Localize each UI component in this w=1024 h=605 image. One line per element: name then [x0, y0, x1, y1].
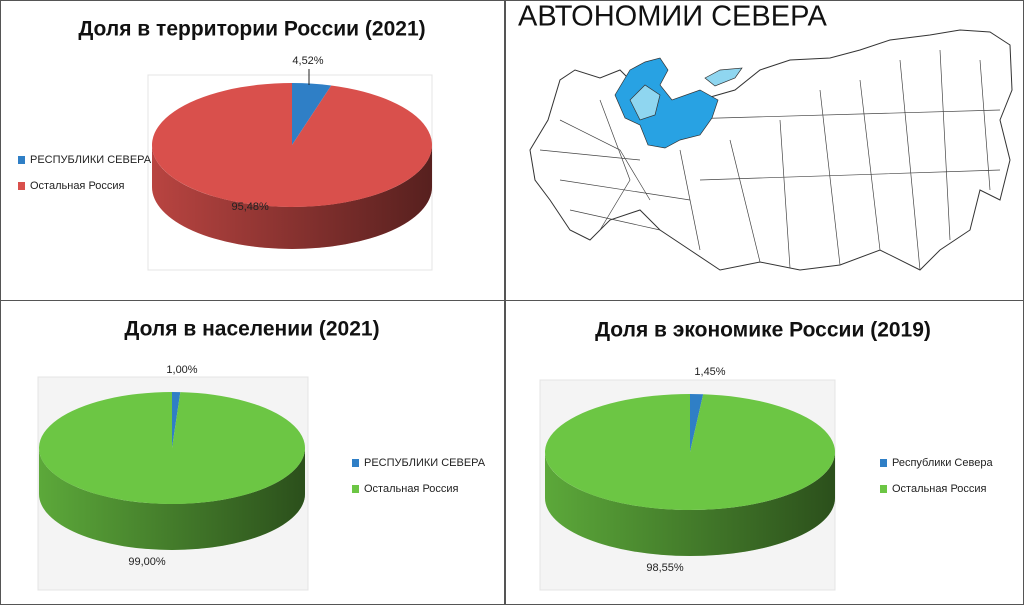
legend-swatch — [352, 459, 359, 467]
legend-swatch — [18, 182, 25, 190]
legend-label: РЕСПУБЛИКИ СЕВЕРА — [30, 154, 152, 166]
pie-slice — [690, 394, 704, 452]
legend-swatch — [18, 156, 25, 164]
data-label: 1,45% — [694, 366, 725, 378]
legend-swatch — [352, 485, 359, 493]
highlighted-region — [614, 57, 719, 149]
pie-slice — [39, 392, 306, 504]
legend-label: Остальная Россия — [30, 180, 125, 192]
legend-label: Остальная Россия — [364, 483, 459, 495]
legend-swatch — [880, 459, 887, 467]
pie-side-shade — [152, 145, 432, 249]
highlighted-region — [629, 84, 661, 121]
chart-title: Доля в территории России (2021) — [78, 18, 425, 41]
data-label: 1,00% — [166, 364, 197, 376]
highlighted-region — [704, 67, 743, 87]
data-label: 99,00% — [128, 556, 166, 568]
chart-title: Доля в экономике России (2019) — [595, 319, 931, 342]
legend-label: РЕСПУБЛИКИ СЕВЕРА — [364, 457, 486, 469]
pie-slice — [292, 83, 332, 145]
legend-label: Остальная Россия — [892, 483, 987, 495]
pie-slice — [151, 83, 432, 207]
data-label: 95,48% — [231, 201, 269, 213]
legend-swatch — [880, 485, 887, 493]
data-label: 98,55% — [646, 562, 684, 574]
map: АВТОНОМИИ СЕВЕРА — [518, 1, 1016, 292]
pie-side-shade — [545, 452, 835, 556]
pie-slice — [172, 392, 181, 448]
map-title: АВТОНОМИИ СЕВЕРА — [518, 1, 827, 33]
data-label: 4,52% — [292, 55, 323, 67]
region-borders — [539, 49, 1001, 271]
chart-title: Доля в населении (2021) — [124, 318, 379, 341]
legend-label: Республики Севера — [892, 457, 993, 469]
pie-slice — [544, 394, 835, 510]
pie-side-shade — [39, 448, 305, 550]
